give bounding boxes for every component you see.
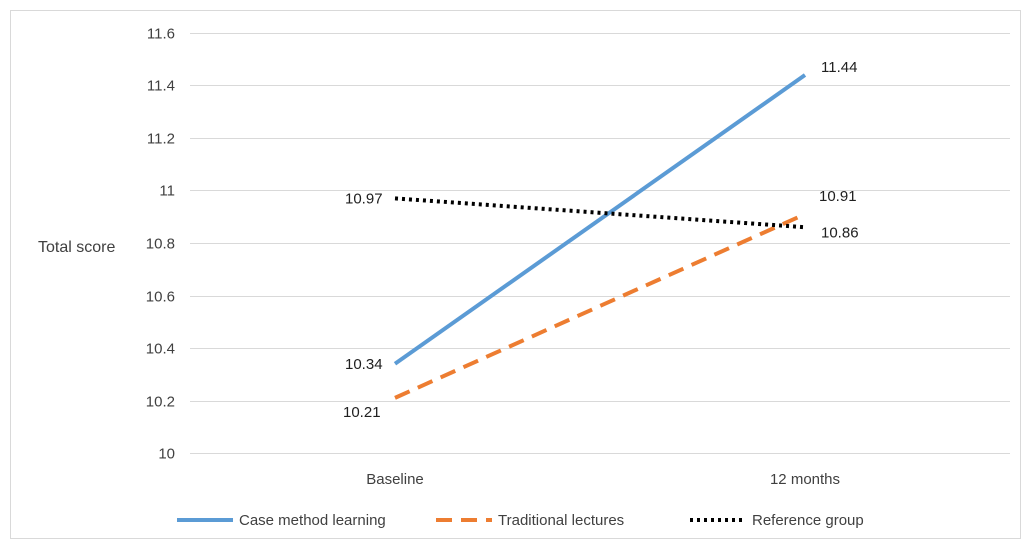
y-tick-label: 11.2: [147, 131, 175, 148]
chart-border: [10, 10, 1021, 539]
data-label: 10.97: [345, 190, 383, 207]
data-labels: 10.34 11.44 10.21 10.91 10.97 10.86: [343, 59, 859, 421]
y-tick-label: 10.4: [146, 341, 175, 358]
y-axis-ticks: 10 10.2 10.4 10.6 10.8 11 11.2 11.4 11.6: [146, 26, 175, 463]
legend-label: Case method learning: [239, 512, 386, 529]
data-label: 10.21: [343, 404, 381, 421]
legend: Case method learning Traditional lectures…: [177, 512, 864, 529]
data-label: 10.91: [819, 188, 857, 205]
series-line-2: [394, 196, 806, 230]
data-label: 10.86: [821, 224, 859, 241]
y-tick-label: 11: [159, 183, 175, 200]
series-lines: [393, 73, 807, 400]
y-tick-label: 10: [158, 446, 175, 463]
data-label: 10.34: [345, 356, 383, 373]
legend-label: Traditional lectures: [498, 512, 624, 529]
series-line-0: [393, 73, 807, 366]
data-label: 11.44: [821, 59, 857, 76]
x-tick-label: Baseline: [366, 471, 424, 488]
y-tick-label: 11.4: [147, 78, 175, 95]
x-axis-ticks: Baseline 12 months: [366, 471, 840, 488]
y-tick-label: 10.8: [146, 236, 175, 253]
y-tick-label: 11.6: [147, 26, 175, 43]
y-axis-title: Total score: [38, 239, 115, 256]
x-tick-label: 12 months: [770, 471, 840, 488]
gridlines: [190, 33, 1010, 454]
legend-label: Reference group: [752, 512, 864, 529]
y-tick-label: 10.6: [146, 289, 175, 306]
y-tick-label: 10.2: [146, 394, 175, 411]
